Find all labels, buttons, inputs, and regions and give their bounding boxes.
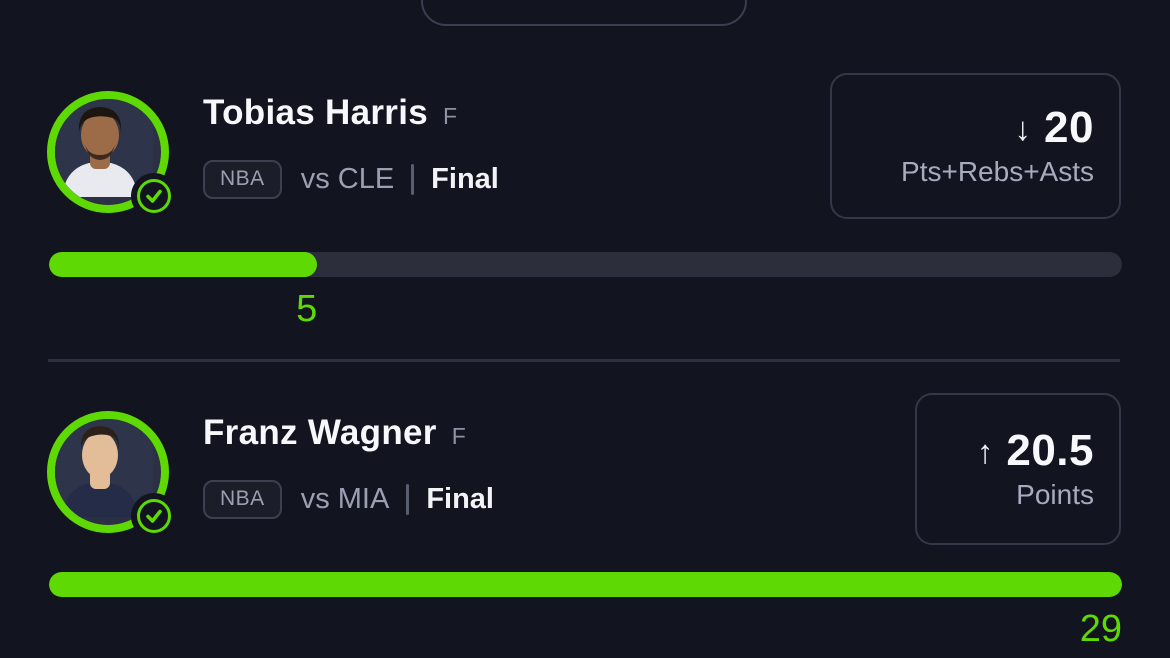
higher-arrow-icon: ↑ xyxy=(976,432,994,470)
game-status: Final xyxy=(426,483,494,515)
progress-bar xyxy=(49,252,1122,277)
settled-check-icon xyxy=(131,173,177,219)
player-position: F xyxy=(451,423,466,449)
player-info: Franz Wagner F NBA vs MIA Final xyxy=(203,413,494,519)
avatar xyxy=(47,91,177,219)
progress-bar xyxy=(49,572,1122,597)
player-photo xyxy=(47,411,169,533)
progress-fill xyxy=(49,252,318,277)
progress-value: 29 xyxy=(1079,608,1122,650)
league-badge: NBA xyxy=(203,160,282,199)
pick-stat-label: Points xyxy=(1016,479,1094,510)
divider xyxy=(406,484,410,515)
league-badge: NBA xyxy=(203,480,282,519)
lower-arrow-icon: ↓ xyxy=(1014,109,1032,147)
progress-value: 5 xyxy=(296,288,318,330)
game-status: Final xyxy=(431,163,499,195)
player-name: Tobias Harris xyxy=(203,93,428,132)
divider xyxy=(411,164,415,195)
matchup-label: vs MIA xyxy=(300,483,390,515)
pick-box[interactable]: ↓ 20 Pts+Rebs+Asts xyxy=(830,73,1121,219)
progress-fill xyxy=(49,572,1122,597)
progress-label-track: 5 xyxy=(49,287,1122,331)
pick-line-value: 20.5 xyxy=(1006,426,1094,475)
pick-line-value: 20 xyxy=(1044,103,1094,152)
row-divider xyxy=(48,359,1120,362)
pick-stat-label: Pts+Rebs+Asts xyxy=(901,156,1094,187)
player-name: Franz Wagner xyxy=(203,413,437,452)
player-info: Tobias Harris F NBA vs CLE Final xyxy=(203,93,499,199)
top-pill-button[interactable] xyxy=(421,0,747,26)
settled-check-icon xyxy=(131,493,177,539)
matchup-label: vs CLE xyxy=(300,163,395,195)
pick-box[interactable]: ↑ 20.5 Points xyxy=(915,393,1121,545)
progress-label-track: 29 xyxy=(49,607,1122,651)
player-photo xyxy=(47,91,169,213)
avatar xyxy=(47,411,177,539)
player-position: F xyxy=(443,103,458,129)
